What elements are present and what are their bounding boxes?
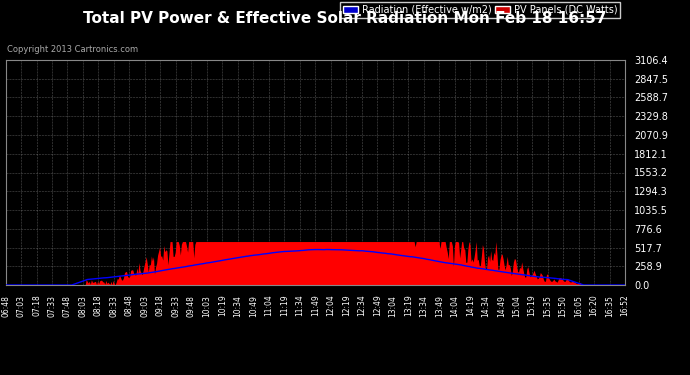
Legend: Radiation (Effective w/m2), PV Panels (DC Watts): Radiation (Effective w/m2), PV Panels (D…: [340, 2, 620, 18]
Text: Copyright 2013 Cartronics.com: Copyright 2013 Cartronics.com: [7, 45, 138, 54]
Text: Total PV Power & Effective Solar Radiation Mon Feb 18 16:57: Total PV Power & Effective Solar Radiati…: [83, 11, 607, 26]
